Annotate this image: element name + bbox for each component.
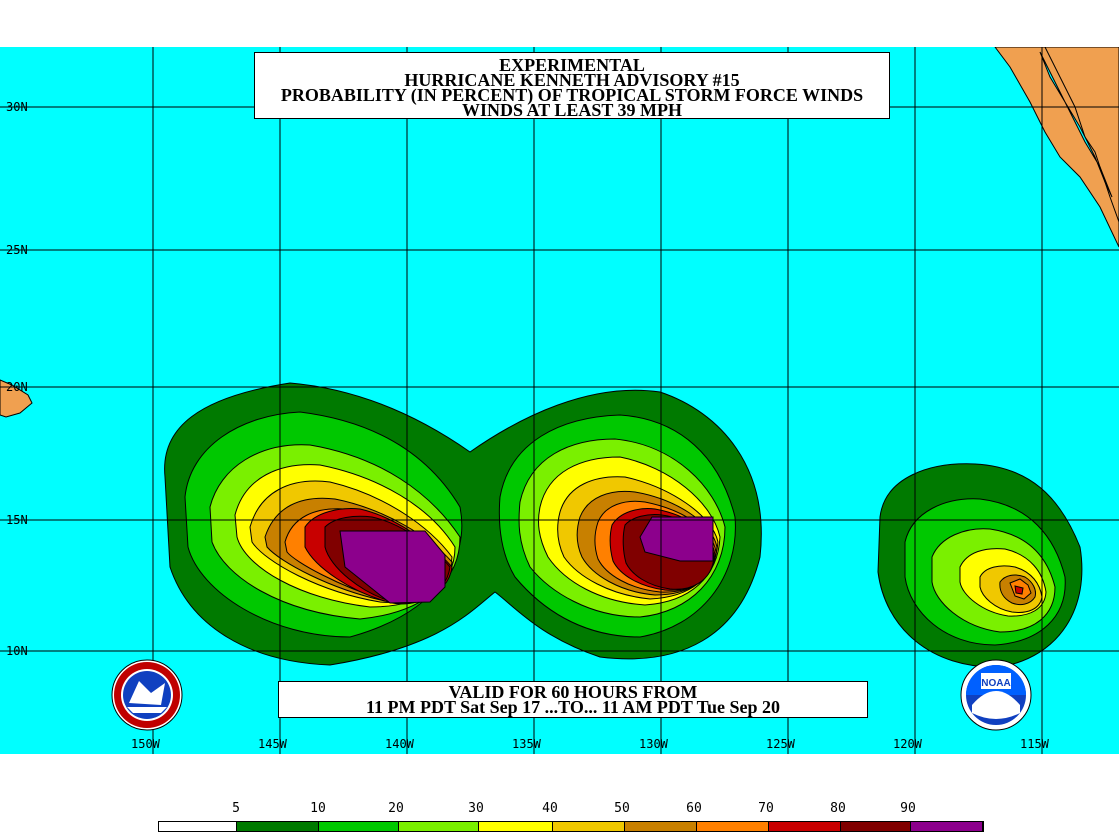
lon-label-145w: 145W: [258, 737, 287, 751]
mexico-mainland: [1044, 47, 1119, 223]
lon-label-140w: 140W: [385, 737, 414, 751]
title-line-4: WINDS AT LEAST 39 MPH: [461, 100, 683, 120]
title-line-1: EXPERIMENTAL: [499, 55, 645, 75]
lon-label-130w: 130W: [639, 737, 668, 751]
lat-label-10n: 10N: [6, 644, 28, 658]
lat-label-25n: 25N: [6, 243, 28, 257]
lon-label-135w: 135W: [512, 737, 541, 751]
legend-tick-10: 10: [310, 801, 326, 816]
lon-label-120w: 120W: [893, 737, 922, 751]
lat-label-15n: 15N: [6, 513, 28, 527]
lat-label-20n: 20N: [6, 380, 28, 394]
title-line-2: HURRICANE KENNETH ADVISORY #15: [404, 70, 740, 90]
legend-swatch-4: [479, 822, 553, 831]
valid-period-box: VALID FOR 60 HOURS FROM 11 PM PDT Sat Se…: [278, 681, 868, 718]
legend-swatch-2: [319, 822, 399, 831]
legend-swatch-6: [625, 822, 697, 831]
legend-tick-60: 60: [686, 801, 702, 816]
legend-swatch-3: [399, 822, 479, 831]
title-line-3: PROBABILITY (IN PERCENT) OF TROPICAL STO…: [280, 85, 864, 105]
contours-storm-2: [498, 414, 736, 638]
legend-swatch-1: [237, 822, 319, 831]
valid-line-2: 11 PM PDT Sat Sep 17 ...TO... 11 AM PDT …: [365, 697, 781, 717]
legend-swatch-5: [553, 822, 625, 831]
legend-swatch-8: [769, 822, 841, 831]
legend-tick-20: 20: [388, 801, 404, 816]
lon-label-150w: 150W: [131, 737, 160, 751]
probability-map: NOAA: [0, 47, 1119, 754]
legend-tick-30: 30: [468, 801, 484, 816]
legend-swatch-7: [697, 822, 769, 831]
noaa-logo: NOAA: [960, 659, 1032, 731]
legend-tick-5: 5: [232, 801, 240, 816]
grid: [0, 47, 1119, 754]
legend-tick-70: 70: [758, 801, 774, 816]
title-box: EXPERIMENTAL HURRICANE KENNETH ADVISORY …: [254, 52, 890, 119]
legend-tick-50: 50: [614, 801, 630, 816]
legend-color-bar: [158, 821, 984, 832]
legend-tick-90: 90: [900, 801, 916, 816]
noaa-logo-text: NOAA: [981, 678, 1010, 689]
nws-logo: [111, 659, 183, 731]
contours-storm-3: [877, 463, 1083, 668]
valid-line-1: VALID FOR 60 HOURS FROM: [448, 682, 698, 702]
legend-tick-80: 80: [830, 801, 846, 816]
legend-swatch-9: [841, 822, 911, 831]
lat-label-30n: 30N: [6, 100, 28, 114]
lon-label-115w: 115W: [1020, 737, 1049, 751]
legend-swatch-10: [911, 822, 983, 831]
lon-label-125w: 125W: [766, 737, 795, 751]
legend-tick-40: 40: [542, 801, 558, 816]
legend-swatch-0: [159, 822, 237, 831]
